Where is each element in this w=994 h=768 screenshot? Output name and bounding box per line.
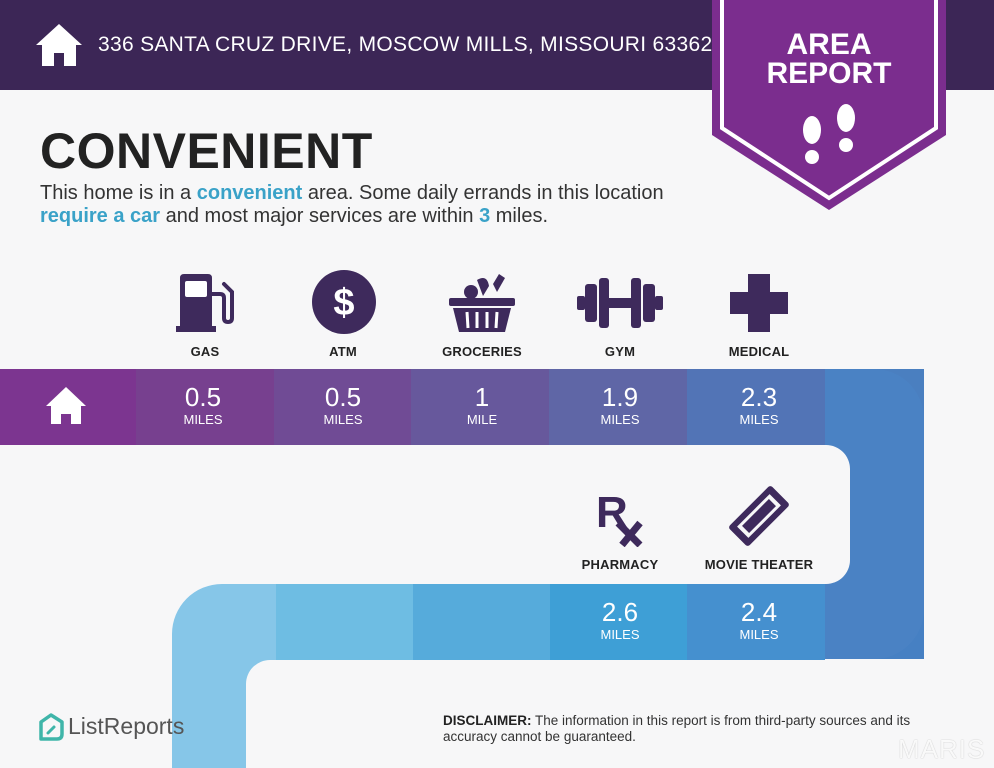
- ticket-icon: [729, 486, 789, 546]
- service-label-gym: GYM: [604, 344, 636, 359]
- listreports-logo-text: ListReports: [68, 713, 185, 739]
- distance-gym: 1.9 MILES: [551, 369, 689, 445]
- rx-icon: R: [596, 488, 643, 547]
- distance-unit: MILES: [739, 412, 779, 427]
- distance-value: 1.9: [601, 382, 639, 412]
- service-label-groceries: GROCERIES: [442, 344, 522, 359]
- intro-text: This home is in a: [40, 182, 197, 204]
- intro-text: area. Some daily errands in this locatio…: [302, 182, 664, 204]
- distance-value: 2.6: [601, 597, 639, 627]
- property-address: 336 SANTA CRUZ DRIVE, MOSCOW MILLS, MISS…: [98, 33, 713, 56]
- distance-medical: 2.3 MILES: [690, 369, 828, 445]
- area-report-badge: [712, 0, 946, 210]
- disclaimer-text: The information in this report is from t…: [443, 713, 911, 744]
- distance-value: 0.5: [184, 382, 222, 412]
- badge-line-2: REPORT: [766, 57, 892, 90]
- service-label-gas: GAS: [190, 344, 220, 359]
- medical-cross-icon: [730, 274, 788, 332]
- route-start-home-icon: [46, 387, 86, 424]
- service-label-medical: MEDICAL: [728, 344, 790, 359]
- distance-unit: MILE: [466, 412, 498, 427]
- home-icon: [36, 24, 82, 66]
- svg-text:$: $: [333, 282, 354, 324]
- dollar-icon: $: [312, 270, 376, 334]
- distance-unit: MILES: [183, 412, 223, 427]
- intro-highlight: require a car: [40, 205, 161, 227]
- intro-highlight: 3: [479, 205, 491, 227]
- distance-unit: MILES: [739, 627, 779, 642]
- badge-title: AREA REPORT: [712, 28, 946, 90]
- distance-groceries: 1 MILE: [413, 369, 551, 445]
- service-label-atm: ATM: [329, 344, 357, 359]
- distance-unit: MILES: [323, 412, 363, 427]
- distance-gas: 0.5 MILES: [134, 369, 272, 445]
- page-title: CONVENIENT: [40, 123, 373, 179]
- intro-text: and most major services are within: [160, 205, 480, 227]
- intro-highlight: convenient: [196, 182, 303, 204]
- service-label-pharmacy: PHARMACY: [581, 557, 659, 572]
- distance-value: 2.4: [740, 597, 778, 627]
- intro-paragraph: This home is in a convenient area. Some …: [40, 182, 720, 228]
- grocery-basket-icon: [449, 274, 515, 332]
- footprints-icon: [803, 104, 855, 164]
- distance-value: 1: [474, 382, 490, 412]
- dumbbell-icon: [577, 278, 663, 328]
- distance-unit: MILES: [600, 627, 640, 642]
- distance-value: 2.3: [740, 382, 778, 412]
- maris-watermark: MARIS: [898, 734, 986, 764]
- distance-atm: 0.5 MILES: [274, 369, 412, 445]
- badge-line-1: AREA: [786, 28, 872, 61]
- distance-value: 0.5: [324, 382, 362, 412]
- disclaimer-label: DISCLAIMER:: [443, 713, 532, 728]
- gas-pump-icon: [176, 274, 234, 332]
- service-label-movie-theater: MOVIE THEATER: [704, 557, 814, 572]
- intro-text: miles.: [490, 205, 549, 227]
- disclaimer: DISCLAIMER: The information in this repo…: [443, 713, 963, 745]
- listreports-logo-icon: [39, 713, 64, 741]
- distance-unit: MILES: [600, 412, 640, 427]
- distance-pharmacy: 2.6 MILES: [551, 584, 689, 660]
- distance-movie-theater: 2.4 MILES: [690, 584, 828, 660]
